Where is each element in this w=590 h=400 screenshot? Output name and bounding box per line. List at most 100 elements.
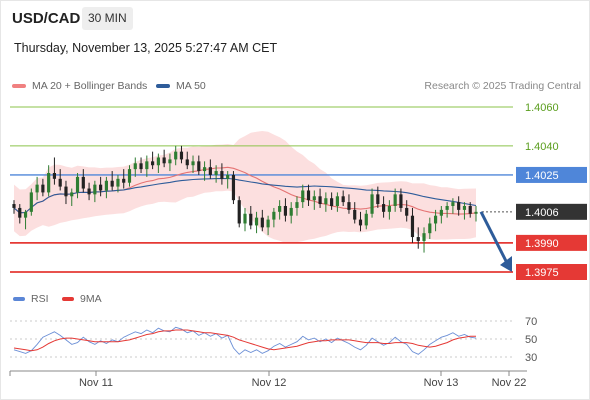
- candle-body: [99, 184, 103, 191]
- candle-body: [433, 215, 438, 224]
- candle-body: [353, 209, 357, 220]
- candle-body: [191, 161, 195, 166]
- candle-body: [12, 204, 16, 208]
- candle-body: [29, 192, 33, 212]
- candle-body: [122, 178, 126, 183]
- level-tag-1.4006: [516, 203, 587, 220]
- legend-ma20-label: MA 20 + Bollinger Bands: [32, 80, 148, 92]
- candle-body: [197, 161, 201, 172]
- level-tag-1.4025: [516, 166, 587, 183]
- candle-body: [301, 190, 305, 203]
- candle-body: [370, 194, 374, 214]
- candle-body: [272, 211, 276, 220]
- candle-body: [405, 207, 409, 216]
- rsi-swatch: [13, 297, 25, 302]
- candle-body: [306, 190, 311, 201]
- candle-body: [428, 223, 432, 234]
- candle-body: [220, 171, 224, 179]
- candle-body: [226, 174, 230, 179]
- candle-body: [47, 173, 51, 193]
- candle-body: [330, 198, 334, 206]
- candle-body: [133, 163, 137, 170]
- candle-body: [237, 200, 241, 224]
- candle-body: [64, 186, 68, 197]
- candle-body: [41, 184, 45, 193]
- candle-body: [335, 196, 339, 206]
- candle-body: [139, 163, 143, 170]
- level-label-1.3975: 1.3975: [525, 267, 559, 279]
- candle-body: [324, 198, 328, 205]
- candle-body: [278, 206, 282, 212]
- candle-body: [474, 211, 478, 214]
- candle-body: [376, 194, 380, 205]
- level-label-1.4006: 1.4006: [525, 207, 559, 219]
- legend-9ma-label: 9MA: [80, 293, 102, 305]
- timestamp: Thursday, November 13, 2025 5:27:47 AM C…: [14, 41, 278, 55]
- candle-body: [104, 180, 108, 191]
- ma20-swatch: [12, 84, 26, 89]
- legend-rsi-label: RSI: [31, 293, 49, 305]
- candle-body: [87, 188, 91, 195]
- candle-body: [387, 206, 391, 212]
- candle-body: [202, 167, 207, 172]
- candle-body: [214, 171, 218, 175]
- candle-body: [347, 202, 351, 210]
- candle-body: [93, 184, 97, 195]
- candle-body: [168, 159, 172, 164]
- legend-ma50-label: MA 50: [176, 80, 206, 92]
- legend-ma20: MA 20 + Bollinger Bands: [12, 80, 147, 92]
- candle-body: [145, 161, 149, 170]
- rsi-ma-line: [13, 329, 476, 352]
- level-tag-1.3975: [516, 264, 587, 280]
- candle-body: [243, 213, 247, 224]
- candle-body: [439, 209, 443, 216]
- candle-body: [58, 178, 62, 187]
- candle-body: [18, 207, 22, 218]
- level-label-1.4040: 1.4040: [525, 141, 559, 153]
- candle-body: [75, 176, 80, 193]
- candle-body: [185, 159, 189, 166]
- candle-body: [81, 176, 85, 189]
- candle-body: [162, 157, 166, 164]
- symbol-title: USD/CAD: [12, 10, 81, 27]
- interval-selector[interactable]: 30 MIN: [82, 7, 133, 30]
- candle-body: [399, 194, 403, 208]
- forecast-arrow-shaft: [479, 211, 509, 264]
- candle-body: [260, 217, 264, 228]
- legend-9ma: 9MA: [62, 293, 102, 305]
- x-tick-label-2: Nov 13: [424, 377, 459, 389]
- candle-body: [341, 196, 345, 203]
- x-tick-label-3: Nov 22: [492, 377, 527, 389]
- ma50-line: [13, 177, 477, 214]
- candle-body: [156, 157, 160, 166]
- legend-ma50: MA 50: [156, 80, 206, 92]
- candle-body: [151, 161, 155, 166]
- level-label-1.4025: 1.4025: [525, 170, 559, 182]
- candle-body: [468, 206, 472, 214]
- candle-body: [410, 215, 415, 238]
- candle-body: [422, 233, 426, 241]
- forecast-arrow-head: [500, 256, 512, 272]
- candle-body: [393, 194, 397, 206]
- candle-body: [358, 219, 363, 226]
- candle-body: [254, 217, 259, 226]
- candle-body: [283, 206, 288, 216]
- candle-body: [110, 180, 114, 187]
- level-label-1.4060: 1.4060: [525, 102, 559, 114]
- candle-body: [451, 202, 455, 206]
- candle-body: [35, 184, 39, 193]
- candle-body: [382, 204, 386, 212]
- rsi-line: [13, 326, 477, 355]
- candle-body: [457, 202, 461, 210]
- x-tick-label-1: Nov 12: [252, 377, 287, 389]
- rsi-axis-label-30: 30: [525, 352, 537, 364]
- candle-body: [266, 219, 270, 228]
- x-tick-label-0: Nov 11: [79, 377, 113, 389]
- candle-body: [445, 206, 449, 210]
- candle-body: [70, 192, 74, 197]
- candle-body: [312, 196, 316, 201]
- ma9-swatch: [62, 297, 74, 302]
- ma50-swatch: [156, 84, 170, 89]
- candle-body: [116, 178, 120, 187]
